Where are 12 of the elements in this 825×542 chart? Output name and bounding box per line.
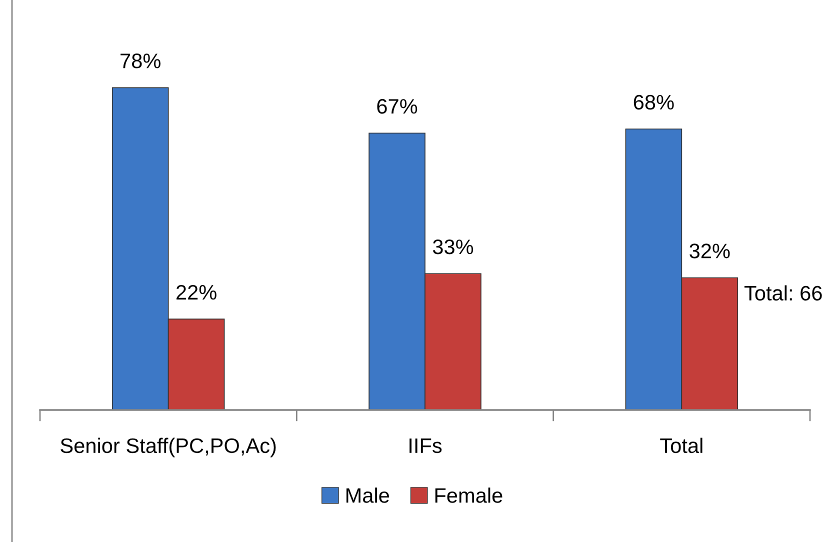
data-label: 78% <box>120 54 160 68</box>
data-label: 32% <box>690 244 730 258</box>
annotation: Total: 66 <box>744 285 822 301</box>
legend-label: Female <box>435 488 502 503</box>
x-tick-label: Senior Staff(PC,PO,Ac) <box>60 438 276 458</box>
data-label: 68% <box>634 94 674 110</box>
data-label: 22% <box>176 284 216 300</box>
x-tick-label: IIFs <box>410 438 442 454</box>
x-tick-label: Total <box>660 438 702 454</box>
data-label: 67% <box>377 98 418 114</box>
legend-label: Male <box>346 488 390 503</box>
data-label: 33% <box>432 239 474 254</box>
